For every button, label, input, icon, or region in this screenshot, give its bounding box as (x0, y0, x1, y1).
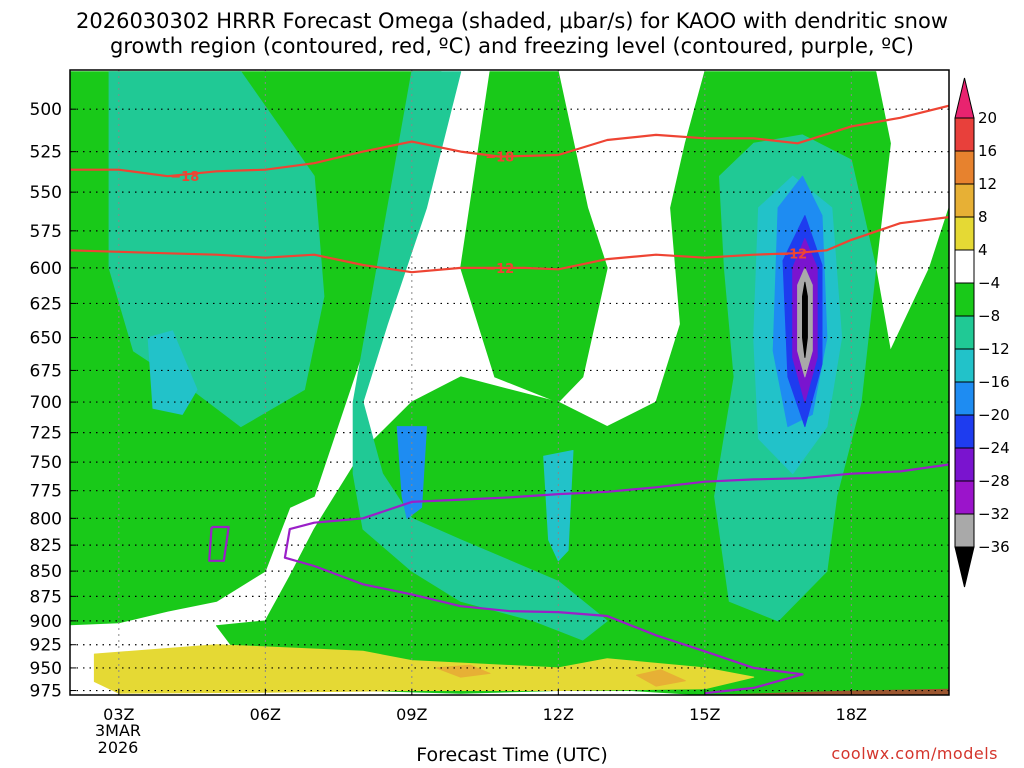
colorbar-label: −28 (978, 472, 1010, 490)
y-tick-label: 550 (30, 183, 62, 203)
y-tick-label: 825 (30, 536, 62, 556)
y-tick-label: 750 (30, 453, 62, 473)
omega-region-14 (543, 450, 574, 562)
omega-region-1 (460, 71, 608, 403)
colorbar-swatch (954, 480, 975, 515)
colorbar-label: −36 (978, 538, 1010, 556)
chart-title-line2: growth region (contoured, red, ºC) and f… (110, 34, 914, 58)
contour-line-3 (208, 525, 230, 562)
y-tick-label: 700 (30, 393, 62, 413)
colorbar-swatch (954, 381, 975, 416)
colorbar-swatch (954, 315, 975, 350)
colorbar-swatch (954, 513, 975, 548)
x-axis: 03Z 06Z 09Z 12Z 15Z 18Z (103, 689, 867, 724)
omega-field-layer (70, 71, 949, 695)
omega-region-6 (147, 330, 198, 415)
plot-frame (69, 69, 950, 696)
colorbar-label: 4 (978, 241, 988, 259)
date-label-day: 3MAR (94, 721, 142, 740)
y-tick-label: 650 (30, 329, 62, 349)
colorbar-label: 20 (978, 109, 997, 127)
x-tick-label: 15Z (689, 705, 720, 724)
y-tick-label: 875 (30, 587, 62, 607)
x-tick-label: 18Z (836, 705, 867, 724)
contour-label: −18 (170, 170, 199, 185)
colorbar-swatch (954, 249, 975, 284)
contour-label: −12 (485, 262, 514, 277)
colorbar-label: 12 (978, 175, 997, 193)
y-tick-label: 950 (30, 659, 62, 679)
y-tick-label: 800 (30, 509, 62, 529)
y-tick-label: 975 (30, 682, 62, 702)
chart-title-line1: 2026030302 HRRR Forecast Omega (shaded, … (76, 9, 948, 33)
colorbar-label: −32 (978, 505, 1010, 523)
colorbar-label: −8 (978, 307, 1000, 325)
y-tick-label: 575 (30, 222, 62, 242)
colorbar-swatch (954, 447, 975, 482)
y-tick-label: 925 (30, 636, 62, 656)
colorbar-swatch (954, 150, 975, 185)
omega-region-15 (93, 644, 755, 694)
x-tick-label: 09Z (396, 705, 427, 724)
y-tick-label: 775 (30, 482, 62, 502)
x-tick-label: 06Z (250, 705, 281, 724)
y-tick-label: 725 (30, 424, 62, 444)
colorbar-label: −24 (978, 439, 1010, 457)
omega-region-12 (802, 281, 808, 358)
omega-region-4 (352, 71, 608, 641)
y-tick-label: 850 (30, 562, 62, 582)
x-axis-title: Forecast Time (UTC) (416, 744, 608, 766)
colorbar-label: −16 (978, 373, 1010, 391)
colorbar-label: −4 (978, 274, 1000, 292)
colorbar-swatch (954, 117, 975, 152)
colorbar-swatch (954, 282, 975, 317)
colorbar-label: −12 (978, 340, 1010, 358)
colorbar-swatch (954, 414, 975, 449)
y-tick-label: 675 (30, 361, 62, 381)
y-tick-label: 625 (30, 294, 62, 314)
colorbar: 20 16 12 8 4 −4 −8 −12 −16 −20 −24 −28 −32 −36 (954, 77, 1010, 588)
credit-text: coolwx.com/models (831, 744, 998, 763)
contour-label: −12 (778, 247, 807, 262)
colorbar-swatch (954, 183, 975, 218)
y-axis: 500 525 550 575 600 625 650 675 700 725 750 775 800 8… (30, 100, 76, 702)
colorbar-top-arrow (954, 77, 975, 119)
colorbar-label: −20 (978, 406, 1010, 424)
x-tick-label: 03Z (103, 705, 134, 724)
x-tick-label: 12Z (543, 705, 574, 724)
grid-layer (70, 70, 949, 695)
omega-region-16 (435, 664, 491, 678)
colorbar-swatch (954, 348, 975, 383)
y-tick-label: 600 (30, 259, 62, 279)
contour-label: −18 (485, 151, 514, 166)
contour-line-1 (70, 216, 949, 274)
colorbar-label: 16 (978, 142, 997, 160)
contour-layer: −18 −18 −12 −12 (70, 104, 949, 695)
contour-line-2 (283, 463, 949, 695)
omega-region-17 (636, 669, 686, 687)
y-tick-label: 900 (30, 612, 62, 632)
y-tick-label: 500 (30, 100, 62, 120)
colorbar-label: 8 (978, 208, 988, 226)
date-label-year: 2026 (97, 738, 139, 757)
y-tick-label: 525 (30, 143, 62, 163)
colorbar-bottom-arrow (954, 546, 975, 588)
contour-line-0 (70, 104, 949, 178)
colorbar-swatch (954, 216, 975, 251)
